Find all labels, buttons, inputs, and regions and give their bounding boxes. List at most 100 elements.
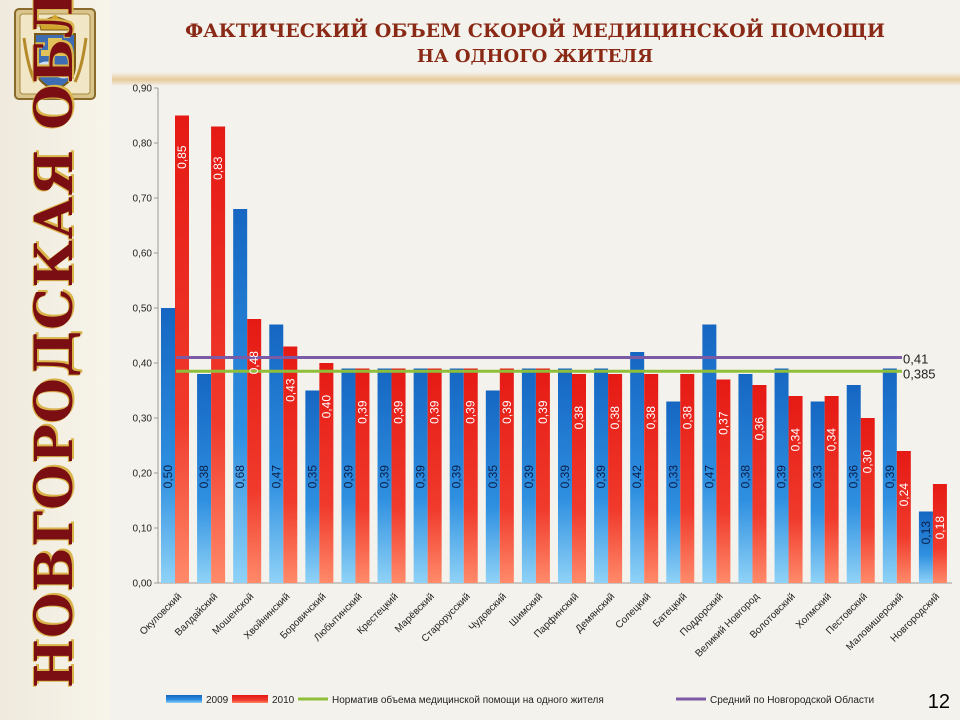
bar-2009: [377, 368, 392, 583]
bar-2010: [572, 374, 586, 583]
bar-2009: [197, 374, 212, 583]
category-label: Батецкий: [651, 591, 689, 629]
data-label-2010: 0,39: [500, 400, 514, 424]
data-label-2010: 0,85: [175, 145, 189, 169]
legend-entry: 2010: [272, 695, 295, 706]
data-label-2009: 0,39: [594, 465, 608, 489]
category-label: Чудовский: [467, 591, 509, 633]
category-label: Солецкий: [614, 591, 654, 631]
left-band: [0, 0, 110, 720]
data-label-2010: 0,39: [392, 400, 406, 424]
category-label: Великий Новгород: [693, 591, 761, 659]
bar-2009: [305, 390, 320, 583]
data-label-2009: 0,33: [811, 465, 825, 489]
data-label-2010: 0,39: [464, 400, 478, 424]
data-label-2009: 0,47: [702, 465, 716, 489]
data-label-2009: 0,39: [414, 465, 428, 489]
chart-title: ФАКТИЧЕСКИЙ ОБЪЕМ СКОРОЙ МЕДИЦИНСКОЙ ПОМ…: [185, 20, 885, 42]
legend-swatch-2009: [166, 695, 202, 703]
data-label-2009: 0,47: [269, 465, 283, 489]
data-label-2010: 0,38: [680, 406, 694, 430]
bar-2010: [680, 374, 695, 583]
bar-2009: [449, 368, 464, 583]
bar-2010: [860, 418, 875, 583]
bar-2010: [499, 368, 514, 583]
y-tick-label: 0,80: [133, 139, 153, 150]
data-label-2009: 0,39: [378, 465, 392, 489]
y-tick-label: 0,90: [133, 84, 153, 95]
data-label-2010: 0,43: [283, 378, 297, 402]
bar-2009: [413, 368, 428, 583]
bar-2010: [427, 368, 442, 583]
bar-2010: [716, 379, 731, 583]
reference-line-label: 0,385: [903, 366, 936, 381]
data-label-2010: 0,40: [319, 395, 333, 419]
bar-2010: [824, 396, 839, 583]
bar-2009: [558, 368, 572, 583]
bar-2010: [752, 385, 767, 583]
data-label-2010: 0,48: [247, 351, 261, 375]
bar-2009: [738, 374, 753, 583]
data-label-2009: 0,39: [450, 465, 464, 489]
data-label-2009: 0,38: [738, 465, 752, 489]
bar-2009: [882, 368, 897, 583]
bar-2010: [283, 346, 298, 583]
bar-2009: [774, 368, 789, 583]
data-label-2009: 0,33: [666, 465, 680, 489]
data-label-2010: 0,39: [536, 400, 550, 424]
y-tick-label: 0,40: [133, 359, 153, 370]
category-label: Шимский: [507, 591, 545, 629]
data-label-2009: 0,13: [919, 521, 933, 545]
bar-2009: [918, 511, 933, 583]
bar-2009: [161, 308, 175, 583]
bar-2009: [269, 324, 284, 583]
bar-2009: [485, 390, 500, 583]
data-label-2009: 0,36: [847, 465, 861, 489]
data-label-2010: 0,18: [933, 516, 947, 540]
title-underline: [112, 72, 960, 86]
page-number: 12: [927, 691, 950, 713]
bar-2010: [319, 363, 334, 583]
data-label-2009: 0,39: [883, 465, 897, 489]
data-label-2010: 0,34: [789, 428, 803, 452]
data-label-2010: 0,38: [572, 406, 586, 430]
reference-line-label: 0,41: [903, 352, 928, 367]
bar-2010: [896, 451, 911, 583]
data-label-2009: 0,39: [558, 465, 572, 489]
legend-entry: 2009: [206, 695, 229, 706]
y-tick-label: 0,70: [133, 194, 153, 205]
bar-2009: [702, 324, 717, 583]
data-label-2010: 0,39: [428, 400, 442, 424]
data-label-2009: 0,50: [161, 465, 175, 489]
bar-2009: [630, 352, 645, 583]
data-label-2010: 0,30: [861, 450, 875, 474]
bar-2010: [644, 374, 659, 583]
bar-2009: [594, 368, 609, 583]
data-label-2009: 0,39: [522, 465, 536, 489]
data-label-2010: 0,83: [211, 156, 225, 180]
y-tick-label: 0,20: [133, 469, 153, 480]
y-tick-label: 0,00: [133, 579, 153, 590]
data-label-2010: 0,24: [897, 483, 911, 507]
bar-2009: [233, 209, 248, 583]
chart-subtitle: НА ОДНОГО ЖИТЕЛЯ: [416, 46, 654, 67]
data-label-2010: 0,37: [716, 411, 730, 435]
data-label-2009: 0,35: [486, 465, 500, 489]
bar-2010: [788, 396, 803, 583]
data-label-2009: 0,39: [775, 465, 789, 489]
legend-entry: Норматив объема медицинской помощи на од…: [332, 694, 604, 706]
bar-2009: [666, 401, 681, 583]
legend-swatch-2010: [232, 695, 268, 703]
legend-entry: Средний по Новгородской Области: [710, 694, 874, 706]
bar-2010: [175, 115, 189, 583]
data-label-2010: 0,39: [355, 400, 369, 424]
data-label-2009: 0,39: [341, 465, 355, 489]
bar-2009: [810, 401, 825, 583]
data-label-2010: 0,38: [608, 406, 622, 430]
bar-2010: [932, 484, 947, 583]
category-label: Демянский: [574, 591, 618, 635]
bar-2010: [211, 126, 226, 583]
bar-2009: [341, 368, 356, 583]
